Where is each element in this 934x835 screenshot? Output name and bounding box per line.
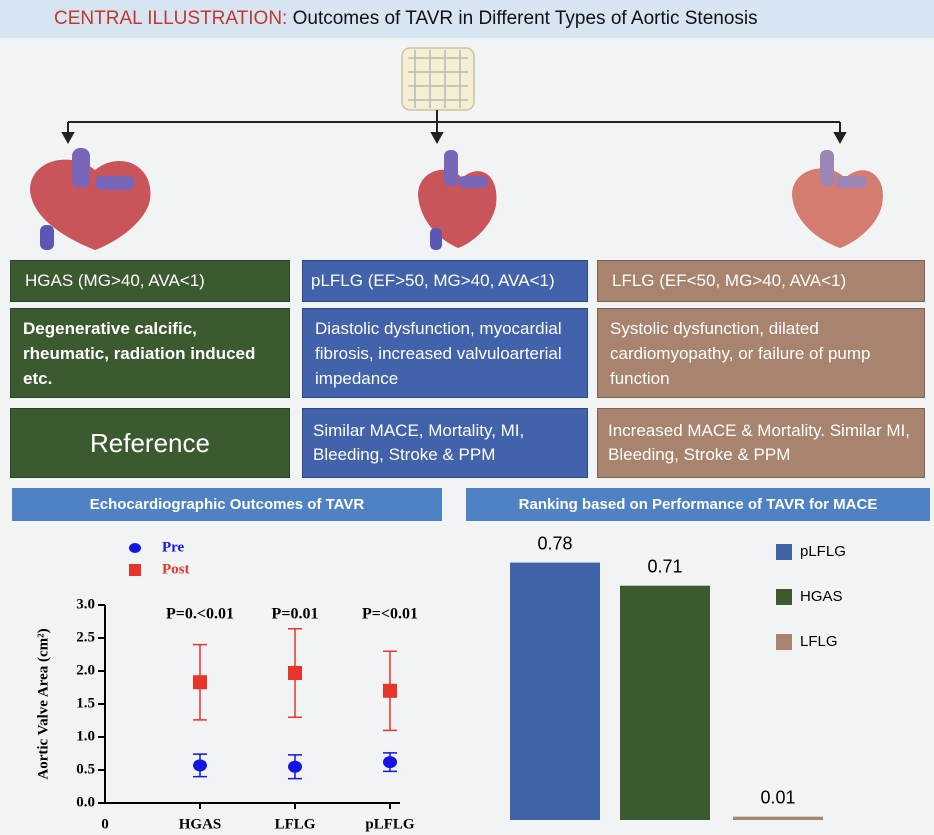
value-label: 0.71	[647, 556, 682, 576]
y-tick-label: 1.5	[76, 695, 95, 711]
legend-marker	[129, 543, 141, 553]
legend-label: pLFLG	[800, 543, 846, 560]
group-mechanism: Degenerative calcific, rheumatic, radiat…	[10, 308, 290, 398]
bar	[733, 816, 823, 820]
p-value-label: P=0.<0.01	[166, 606, 234, 623]
legend-label: Post	[162, 561, 190, 577]
legend-label: Pre	[162, 539, 185, 555]
point	[383, 683, 397, 698]
value-label: 0.01	[760, 787, 795, 807]
point	[288, 665, 302, 680]
legend-label: HGAS	[800, 588, 843, 605]
x-tick-label: LFLG	[275, 816, 316, 832]
group-mechanism: Diastolic dysfunction, myocardial fibros…	[302, 308, 588, 398]
y-tick-label: 2.0	[76, 662, 95, 678]
y-tick-label: 3.0	[76, 596, 95, 612]
heart-icon	[30, 148, 151, 250]
header: CENTRAL ILLUSTRATION: Outcomes of TAVR i…	[0, 0, 934, 38]
y-tick-label: 0.0	[76, 794, 95, 810]
legend-label: LFLG	[800, 633, 838, 650]
p-value-label: P=0.01	[272, 606, 319, 623]
bar	[510, 562, 600, 820]
point	[288, 760, 302, 773]
group-mechanism: Systolic dysfunction, dilated cardiomyop…	[597, 308, 925, 398]
x-tick-label: 0	[101, 816, 109, 832]
heart-icon	[418, 150, 497, 250]
connector-arrows	[61, 110, 847, 145]
header-title: Outcomes of TAVR in Different Types of A…	[292, 8, 758, 29]
y-tick-label: 2.5	[76, 629, 95, 645]
point	[193, 675, 207, 690]
point	[193, 759, 207, 772]
chart-title: Ranking based on Performance of TAVR for…	[466, 488, 930, 521]
heart-icon	[792, 150, 883, 248]
valve-icon	[401, 47, 475, 111]
group-outcome: Reference	[10, 408, 290, 478]
x-tick-label: HGAS	[179, 816, 222, 832]
chart-title: Echocardiographic Outcomes of TAVR	[12, 488, 442, 521]
bar	[620, 585, 710, 820]
group-name: pLFLG (EF>50, MG>40, AVA<1)	[302, 260, 588, 302]
y-axis-label: Aortic Valve Area (cm²)	[35, 628, 51, 779]
legend-marker	[776, 634, 792, 650]
value-label: 0.78	[537, 533, 572, 553]
legend-marker	[776, 544, 792, 560]
p-value-label: P=<0.01	[362, 606, 418, 623]
group-name: LFLG (EF<50, MG>40, AVA<1)	[597, 260, 925, 302]
y-tick-label: 0.5	[76, 761, 95, 777]
group-outcome: Similar MACE, Mortality, MI, Bleeding, S…	[302, 408, 588, 478]
header-label: CENTRAL ILLUSTRATION:	[54, 8, 288, 29]
point	[383, 756, 397, 769]
legend-marker	[776, 589, 792, 605]
group-name: HGAS (MG>40, AVA<1)	[10, 260, 290, 302]
legend-marker	[129, 564, 141, 576]
group-outcome: Increased MACE & Mortality. Similar MI, …	[597, 408, 925, 478]
x-tick-label: pLFLG	[365, 816, 415, 832]
y-tick-label: 1.0	[76, 728, 95, 744]
